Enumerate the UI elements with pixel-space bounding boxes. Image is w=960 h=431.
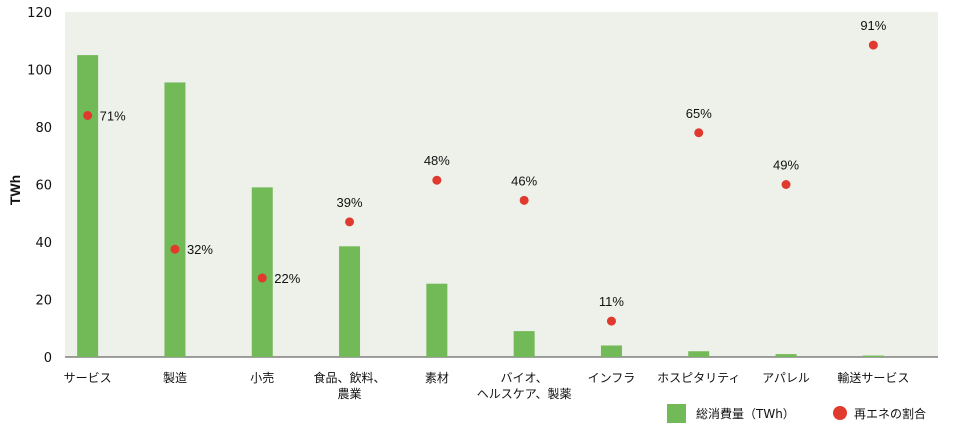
legend-bar-label: 総消費量（TWh） [696, 406, 795, 421]
category-label: バイオ、 [501, 371, 548, 385]
renewable-share-label: 39% [337, 195, 363, 210]
bar [251, 187, 273, 357]
bar [513, 331, 535, 357]
bar [600, 345, 622, 357]
category-label: サービス [64, 371, 112, 385]
renewable-share-label: 71% [100, 109, 126, 124]
category-label: ホスピタリティ [657, 371, 740, 385]
category-label: 輸送サービス [837, 370, 909, 385]
y-tick-label: 60 [35, 179, 52, 194]
category-label: ヘルスケア、製薬 [477, 387, 572, 401]
renewable-share-point [519, 195, 529, 205]
renewable-share-point [170, 244, 180, 254]
bar [862, 355, 884, 357]
bar [77, 55, 99, 357]
point-series: 71% 32% 22% 39% 48% 46% 11% 65% 49% 91% [83, 18, 887, 326]
renewable-share-label: 46% [511, 173, 537, 188]
y-tick-label: 0 [44, 351, 52, 366]
y-tick-label: 20 [35, 294, 52, 309]
category-labels: サービス 製造 小売 食品、飲料、農業 素材 バイオ、ヘルスケア、製薬 インフラ ホスピタリテ… [64, 370, 910, 401]
y-tick-label: 100 [27, 64, 52, 79]
y-axis-ticks: 0 20 40 60 80 100 120 [27, 6, 52, 366]
renewable-share-point [606, 316, 616, 326]
renewable-share-point [83, 111, 93, 120]
category-label: アパレル [762, 371, 810, 385]
renewable-share-label: 48% [424, 153, 450, 168]
renewable-share-point [694, 128, 704, 138]
renewable-share-point [432, 175, 442, 185]
renewable-share-label: 91% [860, 18, 886, 33]
category-label: 食品、飲料、 [314, 370, 386, 385]
y-tick-label: 120 [27, 6, 52, 21]
renewable-share-point [257, 273, 267, 283]
bar-series [77, 55, 884, 357]
renewable-share-label: 65% [686, 106, 712, 121]
category-label: 小売 [250, 370, 274, 385]
category-label: 製造 [163, 371, 187, 385]
renewable-share-label: 32% [187, 242, 213, 257]
legend-bar-swatch [667, 404, 686, 423]
legend-dot-swatch [833, 406, 847, 420]
renewable-share-label: 49% [773, 158, 799, 173]
renewable-share-point [868, 40, 878, 50]
renewable-share-label: 11% [599, 294, 624, 309]
bar [339, 246, 361, 357]
category-label: 素材 [425, 371, 449, 385]
bar [426, 283, 448, 357]
legend-dot-label: 再エネの割合 [854, 406, 926, 421]
category-label: 農業 [338, 387, 362, 401]
renewable-share-point [345, 217, 355, 227]
bar [688, 351, 710, 357]
renewable-share-point [781, 180, 791, 189]
bar [164, 82, 186, 357]
y-axis-title: TWh [7, 175, 23, 205]
y-tick-label: 40 [35, 236, 52, 251]
legend: 総消費量（TWh） 再エネの割合 [667, 404, 926, 423]
plot-background [65, 12, 938, 357]
y-tick-label: 80 [35, 121, 52, 136]
category-label: インフラ [588, 371, 636, 385]
renewable-share-label: 22% [274, 271, 300, 286]
bar [775, 354, 797, 357]
